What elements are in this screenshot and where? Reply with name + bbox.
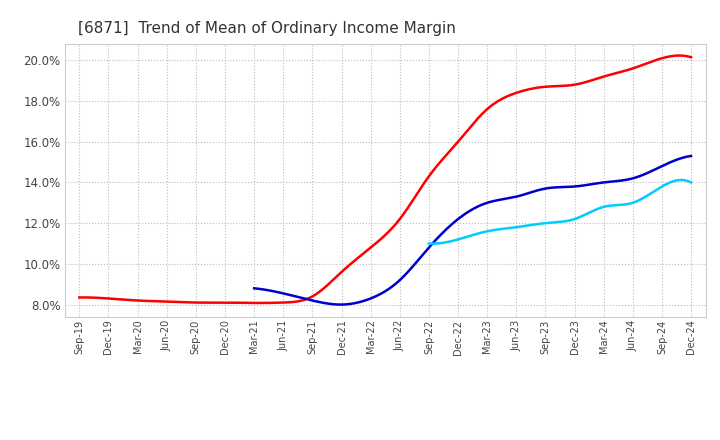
Text: [6871]  Trend of Mean of Ordinary Income Margin: [6871] Trend of Mean of Ordinary Income … [78, 21, 456, 36]
